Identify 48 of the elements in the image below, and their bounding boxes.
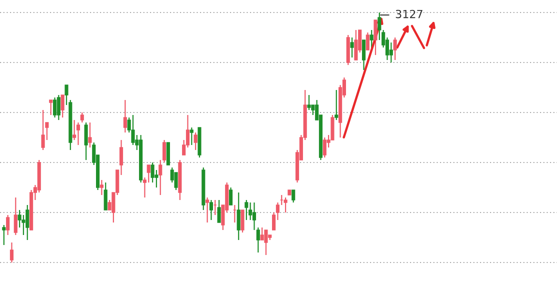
candlestick	[174, 172, 178, 191]
candlestick	[190, 126, 194, 146]
candlestick	[284, 196, 288, 214]
candlestick	[104, 182, 108, 211]
candlestick	[76, 122, 80, 146]
candlestick	[244, 199, 248, 221]
candlestick	[194, 132, 198, 151]
candlestick	[374, 19, 378, 56]
candlestick	[260, 226, 264, 241]
candlestick	[88, 122, 92, 148]
candlestick	[236, 192, 240, 241]
candlestick	[56, 94, 60, 121]
candlestick	[228, 186, 233, 206]
candlestick	[146, 164, 150, 184]
candlestick	[264, 229, 268, 256]
candlestick	[6, 214, 10, 236]
candlestick	[334, 89, 338, 121]
candlestick	[14, 196, 18, 236]
candlestick	[100, 179, 104, 196]
candlestick	[52, 96, 57, 118]
candlestick	[49, 99, 53, 116]
candlestick	[72, 119, 76, 141]
candlestick	[322, 136, 326, 158]
candlestick	[206, 196, 210, 224]
candlestick	[41, 109, 45, 151]
candlestick	[131, 114, 135, 146]
candlestick	[240, 209, 244, 234]
candlestick	[354, 29, 358, 61]
candlestick	[362, 39, 366, 71]
candlestick	[142, 176, 147, 198]
annotation: 3127	[396, 10, 422, 18]
candlestick	[80, 112, 84, 124]
candlestick	[350, 36, 354, 58]
candlestick	[150, 162, 154, 184]
candlestick	[166, 142, 170, 166]
candlestick	[307, 94, 311, 111]
candlestick	[26, 204, 30, 241]
candlestick	[366, 32, 370, 51]
candlestick	[209, 199, 214, 221]
candlestick	[292, 189, 296, 204]
candlestick	[217, 199, 221, 224]
candlestick	[10, 242, 14, 264]
candlestick	[84, 122, 88, 161]
candlestick	[2, 224, 6, 246]
candlestick	[389, 42, 393, 64]
candlestick	[393, 36, 397, 61]
candlestick	[123, 99, 127, 134]
candlestick	[60, 94, 64, 118]
